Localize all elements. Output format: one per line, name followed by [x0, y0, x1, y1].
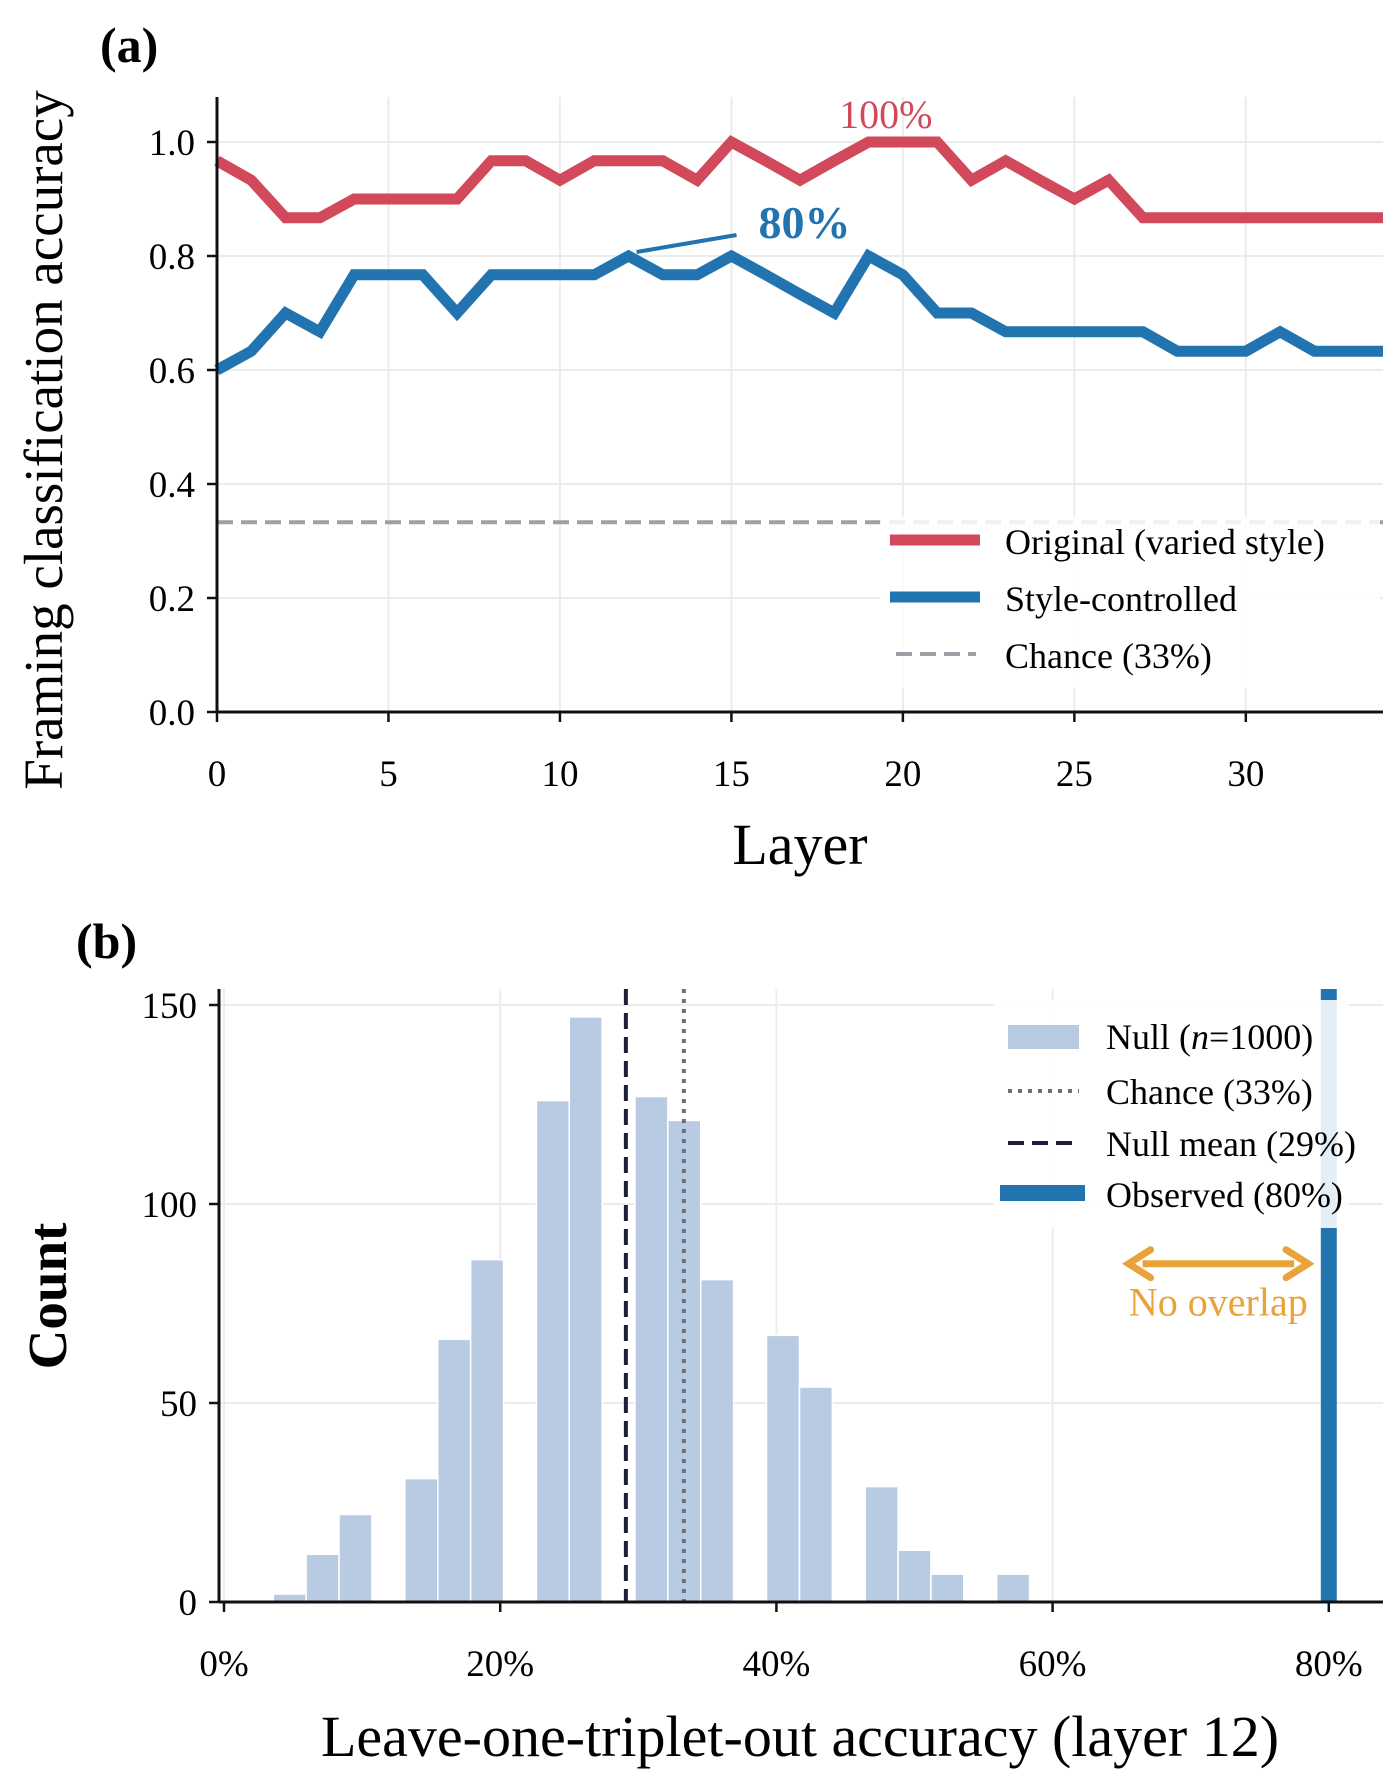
legend-null-n: n: [1191, 1017, 1209, 1057]
panel-b: 0% 20% 40% 60% 80% 0 50 100 150 (b) Count Leave-…: [17, 913, 1383, 1769]
annotation-80-pointer: [636, 233, 737, 254]
histogram-bar: [798, 1386, 834, 1603]
x-tick-label: 30: [1227, 754, 1264, 795]
x-tick-label: 20: [884, 754, 921, 795]
y-tick-label: 1.0: [149, 123, 195, 164]
y-tick-label: 50: [160, 1384, 197, 1425]
histogram-bar: [897, 1549, 932, 1603]
x-tick-label: 0: [208, 754, 227, 795]
histogram-bar: [930, 1573, 965, 1603]
histogram-bar: [404, 1477, 439, 1603]
histogram-bar: [699, 1278, 735, 1603]
series-style-line: [214, 248, 1383, 375]
y-tick-label: 0.2: [149, 579, 195, 620]
x-tick-label: 0%: [199, 1644, 248, 1685]
panel-a-legend: Original (varied style) Style-controlled…: [880, 516, 1380, 688]
no-overlap-annotation: No overlap: [1129, 1280, 1308, 1325]
panel-b-label: (b): [76, 913, 137, 969]
panel-b-legend: Null (n=1000) Chance (33%) Null mean (29…: [994, 1000, 1356, 1228]
histogram-bar: [437, 1338, 472, 1603]
y-tick-label: 0.4: [149, 465, 195, 506]
legend-null-pre: Null (: [1106, 1017, 1191, 1057]
histogram-bar: [765, 1334, 801, 1603]
panel-a-label: (a): [100, 17, 158, 73]
y-tick-label: 0.6: [149, 351, 195, 392]
legend-label-chance: Chance (33%): [1005, 636, 1212, 676]
y-tick-label: 150: [142, 986, 198, 1027]
legend-null-post: =1000): [1209, 1017, 1313, 1057]
histogram-bar: [338, 1513, 373, 1603]
histogram-bar: [568, 1016, 603, 1603]
legend-label-observed: Observed (80%): [1106, 1175, 1343, 1215]
legend-label-original: Original (varied style): [1005, 522, 1325, 562]
panel-b-ylabel: Count: [17, 1222, 78, 1369]
x-tick-label: 40%: [742, 1644, 810, 1685]
series-original-line: [214, 135, 1383, 224]
annotation-100: 100%: [839, 92, 932, 137]
legend-swatch-null: [1008, 1025, 1079, 1049]
x-tick-label: 10: [541, 754, 578, 795]
x-tick-label: 5: [379, 754, 398, 795]
annotation-80: 80%: [759, 197, 851, 248]
y-tick-label: 0.0: [149, 693, 195, 734]
histogram-bar: [634, 1095, 669, 1603]
y-tick-label: 0: [179, 1583, 198, 1624]
arrow-head-right: [1282, 1246, 1315, 1282]
histogram-bar: [535, 1099, 571, 1603]
legend-label-null-mean: Null mean (29%): [1106, 1124, 1356, 1164]
panel-a-xlabel: Layer: [732, 812, 867, 877]
arrow-head-left: [1122, 1246, 1155, 1282]
panel-a-ylabel: Framing classification accuracy: [13, 90, 74, 790]
y-tick-label: 100: [142, 1185, 198, 1226]
panel-b-xlabel: Leave-one-triplet-out accuracy (layer 12…: [321, 1704, 1279, 1769]
histogram-bar: [469, 1258, 505, 1603]
legend-label-style: Style-controlled: [1005, 579, 1237, 619]
x-tick-label: 60%: [1019, 1644, 1087, 1685]
histogram-bar: [305, 1553, 340, 1603]
legend-label-chance: Chance (33%): [1106, 1072, 1313, 1112]
histogram-bar: [864, 1485, 899, 1603]
x-tick-label: 80%: [1295, 1644, 1363, 1685]
x-tick-label: 20%: [466, 1644, 534, 1685]
y-tick-label: 0.8: [149, 237, 195, 278]
histogram-bar: [995, 1573, 1031, 1603]
x-tick-label: 25: [1056, 754, 1093, 795]
legend-label-null: Null (n=1000): [1106, 1017, 1313, 1057]
x-tick-label: 15: [713, 754, 750, 795]
panel-a: 0 5 10 15 20 25 30 0.0 0.2 0.4 0.6 0.8 1.0 (a) Frami…: [13, 17, 1383, 877]
